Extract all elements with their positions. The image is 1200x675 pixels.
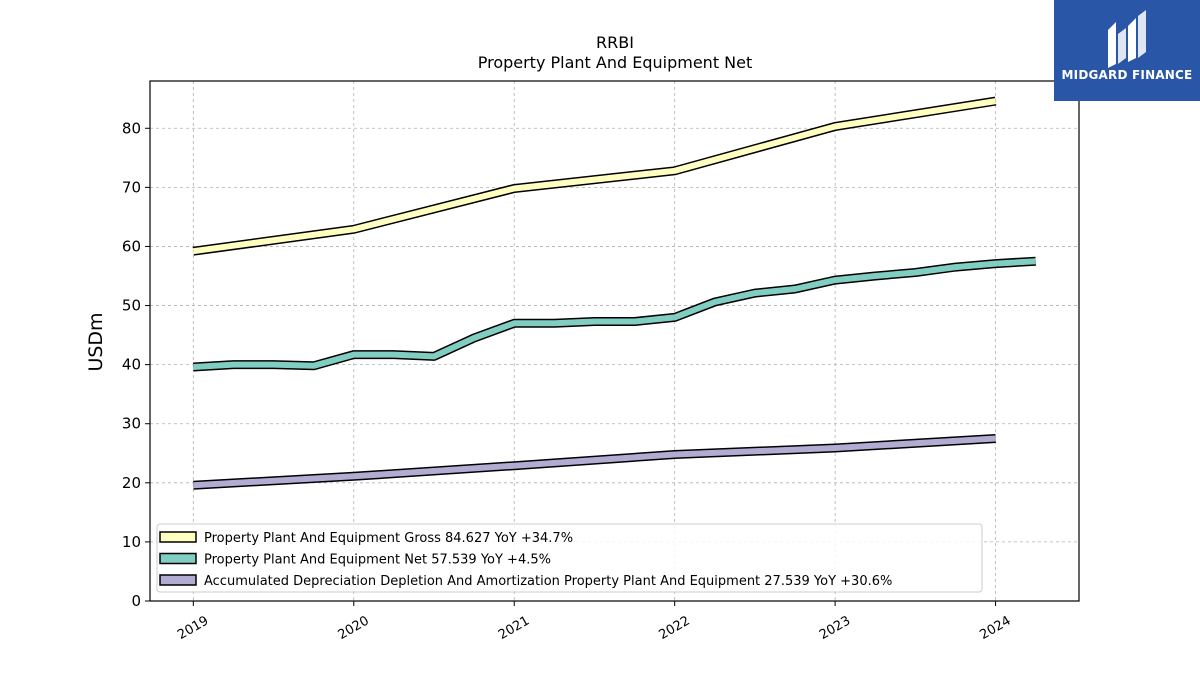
legend-swatch-2: [159, 574, 197, 586]
y-axis: 0 10 20 30 40 50 60 70 80: [122, 119, 150, 610]
y-tick-label: 10: [122, 533, 141, 551]
legend-swatch-0: [159, 531, 197, 543]
legend: Property Plant And Equipment Gross 84.62…: [156, 523, 983, 593]
brand-logo: MIDGARD FINANCE: [1054, 0, 1200, 101]
brand-name: MIDGARD FINANCE: [1061, 68, 1193, 82]
series-line-outline-0: [192, 96, 997, 256]
legend-box: [156, 523, 983, 593]
x-tick-label: 2020: [336, 613, 372, 643]
chart-subtitle: Property Plant And Equipment Net: [478, 53, 753, 72]
legend-label-0: Property Plant And Equipment Gross 84.62…: [204, 531, 573, 546]
series-layer: [192, 96, 1036, 490]
x-axis: 2019 2020 2021 2022 2023 2024: [175, 601, 1014, 643]
y-tick-label: 60: [122, 237, 141, 255]
chart-title: RRBI: [596, 33, 634, 52]
x-tick-label: 2022: [657, 613, 693, 643]
series-line-1: [193, 258, 1036, 370]
y-tick-label: 30: [122, 415, 141, 433]
y-axis-label: USDm: [85, 312, 107, 371]
y-tick-label: 50: [122, 297, 141, 315]
y-tick-label: 40: [122, 356, 141, 374]
plot-frame: [149, 80, 1080, 602]
x-tick-label: 2021: [496, 613, 532, 643]
y-tick-label: 80: [122, 119, 141, 137]
x-tick-label: 2023: [817, 613, 853, 643]
x-tick-label: 2019: [175, 613, 211, 643]
grid-lines: [150, 81, 1079, 602]
series-line-0: [192, 98, 997, 255]
series-line-outline-1: [193, 256, 1036, 372]
x-tick-label: 2024: [977, 613, 1013, 643]
legend-label-2: Accumulated Depreciation Depletion And A…: [204, 574, 892, 589]
legend-swatch-1: [159, 552, 197, 565]
y-tick-label: 20: [122, 474, 141, 492]
series-line-2: [193, 435, 996, 489]
midgard-logo-icon: [1108, 10, 1146, 68]
legend-label-1: Property Plant And Equipment Net 57.539 …: [204, 553, 551, 568]
y-tick-label: 70: [122, 178, 141, 196]
y-tick-label: 0: [131, 592, 141, 610]
